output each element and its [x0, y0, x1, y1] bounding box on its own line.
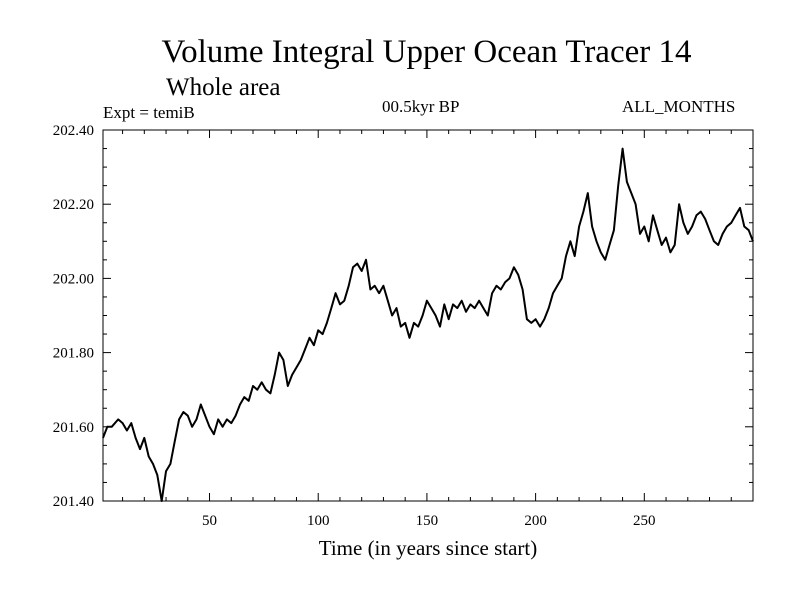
- experiment-label: Expt = temiB: [103, 103, 195, 122]
- x-tick-label: 250: [633, 513, 656, 529]
- y-tick-label: 202.20: [53, 197, 94, 213]
- y-tick-label: 202.00: [53, 271, 94, 287]
- months-label: ALL_MONTHS: [622, 97, 736, 116]
- chart-title: Volume Integral Upper Ocean Tracer 14: [161, 34, 692, 70]
- series-line: [102, 147, 754, 502]
- x-axis-label: Time (in years since start): [318, 536, 538, 560]
- chart-subtitle: Whole area: [166, 74, 281, 101]
- y-tick-label: 202.40: [53, 123, 94, 139]
- y-tick-label: 201.40: [53, 494, 94, 510]
- y-tick-label: 201.80: [53, 346, 94, 362]
- period-label: 00.5kyr BP: [382, 97, 460, 116]
- x-tick-label: 200: [524, 513, 547, 529]
- y-tick-label: 201.60: [53, 420, 94, 436]
- x-tick-label: 50: [202, 513, 217, 529]
- x-tick-label: 100: [307, 513, 330, 529]
- x-tick-label: 150: [416, 513, 439, 529]
- plot-frame: [102, 129, 754, 502]
